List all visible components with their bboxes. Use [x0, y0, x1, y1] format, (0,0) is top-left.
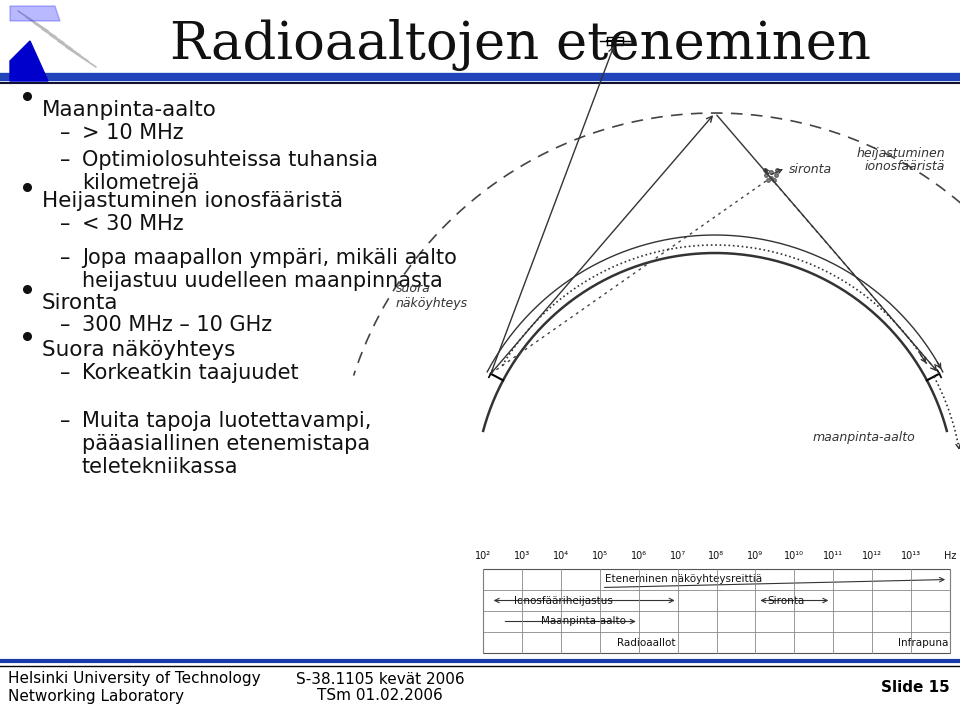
Text: TSm 01.02.2006: TSm 01.02.2006 [317, 689, 443, 704]
Text: –: – [60, 150, 70, 170]
Text: Sironta: Sironta [42, 293, 118, 313]
Text: S-38.1105 kevät 2006: S-38.1105 kevät 2006 [296, 671, 465, 686]
Text: Networking Laboratory: Networking Laboratory [8, 689, 184, 704]
Text: Jopa maapallon ympäri, mikäli aalto
heijastuu uudelleen maanpinnasta: Jopa maapallon ympäri, mikäli aalto heij… [82, 248, 457, 291]
Text: –: – [60, 411, 70, 431]
Text: 10¹³: 10¹³ [901, 551, 922, 561]
Text: Hz: Hz [944, 551, 956, 561]
Text: 10³: 10³ [514, 551, 530, 561]
Text: Suora näköyhteys: Suora näköyhteys [42, 340, 235, 360]
Text: Korkeatkin taajuudet: Korkeatkin taajuudet [82, 363, 299, 383]
Text: –: – [60, 315, 70, 335]
Text: 10¹¹: 10¹¹ [824, 551, 843, 561]
Text: Radioaaltojen eteneminen: Radioaaltojen eteneminen [170, 19, 871, 71]
Text: Ionosfääriheijastus: Ionosfääriheijastus [515, 596, 613, 606]
Text: 10²: 10² [475, 551, 492, 561]
Polygon shape [10, 41, 48, 81]
Text: 10⁸: 10⁸ [708, 551, 725, 561]
Text: –: – [60, 123, 70, 143]
Text: > 10 MHz: > 10 MHz [82, 123, 183, 143]
Text: Helsinki University of Technology: Helsinki University of Technology [8, 671, 260, 686]
Text: Optimiolosuhteissa tuhansia
kilometrejä: Optimiolosuhteissa tuhansia kilometrejä [82, 150, 378, 193]
Bar [483, 569, 950, 653]
Text: –: – [60, 363, 70, 383]
Text: heijastuminen: heijastuminen [856, 146, 945, 159]
Text: Eteneminen näköyhteysreittiä: Eteneminen näköyhteysreittiä [605, 575, 762, 585]
Text: Sironta: Sironta [767, 596, 804, 606]
Text: Radioaallot: Radioaallot [617, 637, 676, 647]
Text: sironta: sironta [788, 164, 831, 177]
Text: 10¹²: 10¹² [862, 551, 882, 561]
Text: Maanpinta-aalto: Maanpinta-aalto [541, 616, 626, 627]
Text: Muita tapoja luotettavampi,
pääasiallinen etenemistapa
teletekniikassa: Muita tapoja luotettavampi, pääasialline… [82, 411, 372, 477]
Text: Slide 15: Slide 15 [881, 681, 950, 696]
Text: suora
näköyhteys: suora näköyhteys [396, 283, 468, 310]
Text: Infrapuna: Infrapuna [898, 637, 948, 647]
Text: ionosfääristä: ionosfääristä [865, 161, 945, 174]
Text: 10⁹: 10⁹ [747, 551, 763, 561]
Text: 10⁴: 10⁴ [553, 551, 569, 561]
Text: < 30 MHz: < 30 MHz [82, 214, 183, 234]
Text: –: – [60, 214, 70, 234]
Polygon shape [10, 6, 60, 21]
Text: Maanpinta-aalto: Maanpinta-aalto [42, 100, 217, 120]
Text: –: – [60, 248, 70, 268]
Text: 10⁵: 10⁵ [591, 551, 608, 561]
Text: Heijastuminen ionosfääristä: Heijastuminen ionosfääristä [42, 191, 343, 211]
Text: 10⁷: 10⁷ [669, 551, 685, 561]
Text: 10⁶: 10⁶ [631, 551, 647, 561]
Text: 300 MHz – 10 GHz: 300 MHz – 10 GHz [82, 315, 272, 335]
Text: maanpinta-aalto: maanpinta-aalto [812, 431, 915, 445]
Text: 10¹⁰: 10¹⁰ [784, 551, 804, 561]
